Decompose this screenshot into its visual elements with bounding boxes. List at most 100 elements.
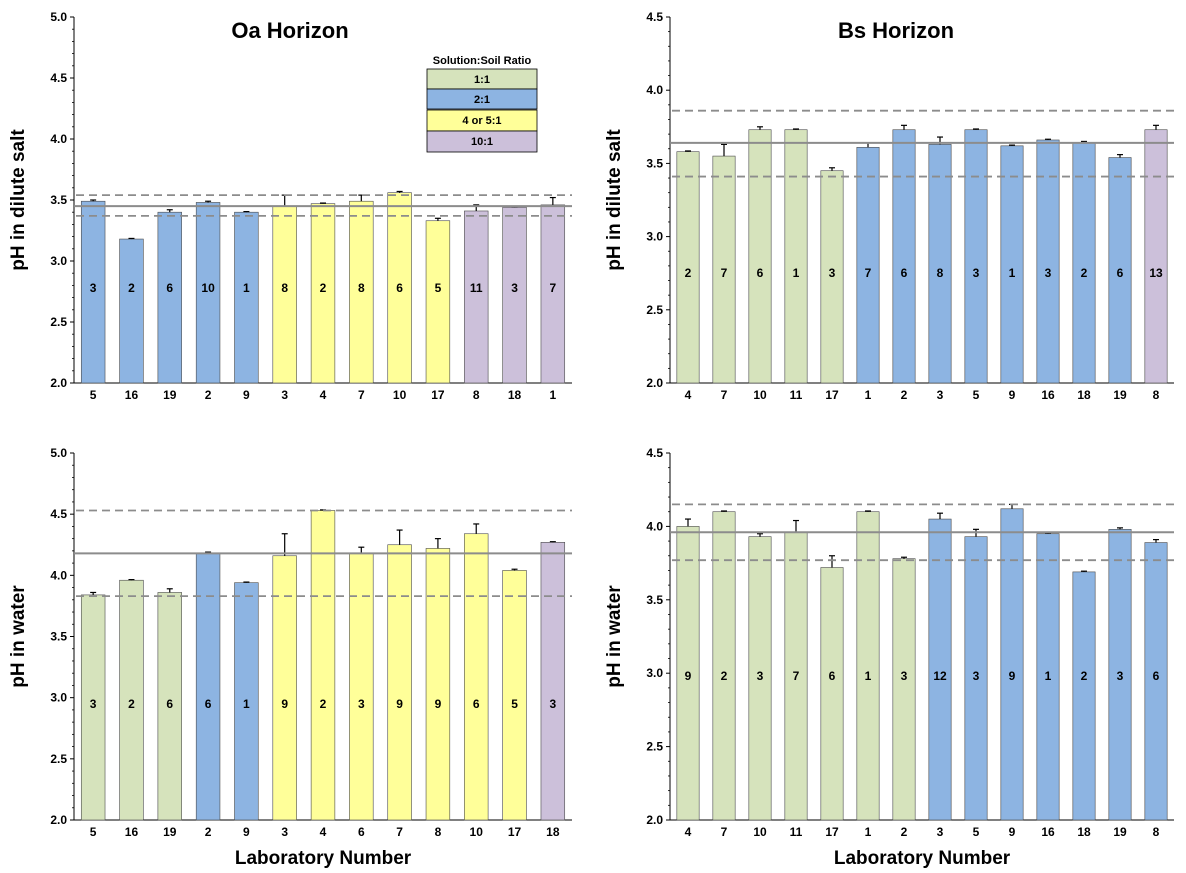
bar-count-label: 3 bbox=[1045, 266, 1052, 280]
y-tick-label: 2.5 bbox=[50, 315, 67, 329]
bar-count-label: 7 bbox=[793, 669, 800, 683]
bar bbox=[784, 129, 808, 384]
x-tick-label: 16 bbox=[125, 825, 139, 839]
x-tick-label: 6 bbox=[358, 825, 365, 839]
x-tick-label: 2 bbox=[901, 388, 908, 402]
bar-count-label: 11 bbox=[470, 281, 483, 295]
bar-count-label: 6 bbox=[396, 281, 403, 295]
x-tick-label: 10 bbox=[753, 388, 767, 402]
bar-count-label: 3 bbox=[550, 697, 557, 711]
legend-swatch-10-1 bbox=[426, 130, 538, 153]
bar-count-label: 3 bbox=[901, 669, 908, 683]
x-tick-label: 18 bbox=[1077, 388, 1091, 402]
bar-count-label: 9 bbox=[1009, 669, 1016, 683]
bar-count-label: 3 bbox=[1117, 669, 1124, 683]
legend-item-2-1: 2:1 bbox=[474, 94, 490, 106]
x-tick-label: 9 bbox=[243, 825, 250, 839]
bar bbox=[425, 220, 451, 384]
x-axis-title: Laboratory Number bbox=[834, 848, 1011, 869]
x-tick-label: 17 bbox=[508, 825, 522, 839]
y-tick-label: 2.5 bbox=[646, 303, 663, 317]
x-tick-label: 8 bbox=[435, 825, 442, 839]
bar-count-label: 3 bbox=[358, 697, 365, 711]
x-tick-label: 3 bbox=[937, 388, 944, 402]
y-axis-title: pH in water bbox=[8, 585, 29, 688]
legend-title: Solution:Soil Ratio bbox=[433, 55, 532, 67]
x-tick-label: 1 bbox=[550, 388, 557, 402]
y-tick-label: 3.0 bbox=[50, 254, 67, 268]
x-tick-label: 19 bbox=[1113, 825, 1127, 839]
bar bbox=[856, 511, 880, 821]
bar-count-label: 3 bbox=[90, 281, 97, 295]
bar-count-label: 1 bbox=[865, 669, 872, 683]
y-tick-label: 3.0 bbox=[50, 691, 67, 705]
panel-bs-dilute-salt: 2.02.53.03.54.04.52477610111317716283351… bbox=[604, 10, 1174, 402]
bar-count-label: 9 bbox=[435, 697, 442, 711]
x-tick-label: 10 bbox=[393, 388, 407, 402]
x-tick-label: 18 bbox=[508, 388, 522, 402]
bar bbox=[892, 558, 916, 821]
bar-count-label: 9 bbox=[281, 697, 288, 711]
y-tick-label: 2.0 bbox=[646, 376, 663, 390]
x-tick-label: 2 bbox=[901, 825, 908, 839]
bar-count-label: 3 bbox=[973, 669, 980, 683]
bar-count-label: 8 bbox=[358, 281, 365, 295]
panel-bs-water: 2.02.53.03.54.04.59427310711617113212335… bbox=[604, 446, 1174, 869]
legend-item-10-1: 10:1 bbox=[471, 136, 493, 148]
bar-count-label: 3 bbox=[90, 697, 97, 711]
bar-count-label: 6 bbox=[757, 266, 764, 280]
bar-count-label: 12 bbox=[933, 669, 947, 683]
bar-count-label: 8 bbox=[281, 281, 288, 295]
y-tick-label: 2.0 bbox=[50, 813, 67, 827]
bar-count-label: 6 bbox=[829, 669, 836, 683]
legend-item-1-1: 1:1 bbox=[474, 74, 490, 86]
bar bbox=[464, 533, 489, 821]
legend: Solution:Soil Ratio 1:1 2:1 4 or 5:1 10:… bbox=[426, 55, 538, 153]
bar-count-label: 2 bbox=[685, 266, 692, 280]
x-tick-label: 3 bbox=[281, 388, 288, 402]
x-tick-label: 16 bbox=[1041, 388, 1055, 402]
bar bbox=[540, 542, 566, 821]
chart-title: Bs Horizon bbox=[838, 18, 954, 43]
x-tick-label: 18 bbox=[1077, 825, 1091, 839]
x-tick-label: 17 bbox=[431, 388, 445, 402]
chart-title: Oa Horizon bbox=[231, 18, 348, 43]
bar bbox=[157, 211, 182, 384]
bar bbox=[464, 210, 489, 384]
bar bbox=[1000, 508, 1024, 821]
bar bbox=[748, 129, 772, 384]
x-tick-label: 9 bbox=[243, 388, 250, 402]
x-tick-label: 2 bbox=[205, 388, 212, 402]
bar-count-label: 2 bbox=[1081, 266, 1088, 280]
panel-oa-dilute-salt: 2.02.53.03.54.04.55.03521661910219832487… bbox=[8, 10, 572, 402]
x-tick-label: 9 bbox=[1009, 388, 1016, 402]
bar-count-label: 9 bbox=[396, 697, 403, 711]
x-tick-label: 19 bbox=[163, 825, 177, 839]
bar-count-label: 1 bbox=[1045, 669, 1052, 683]
legend-swatch-2-1 bbox=[426, 88, 538, 110]
x-tick-label: 18 bbox=[546, 825, 560, 839]
bar-count-label: 2 bbox=[320, 697, 327, 711]
bar-count-label: 8 bbox=[937, 266, 944, 280]
bar-count-label: 7 bbox=[550, 281, 557, 295]
bar-count-label: 7 bbox=[721, 266, 728, 280]
bar-count-label: 6 bbox=[205, 697, 212, 711]
y-tick-label: 3.0 bbox=[646, 230, 663, 244]
x-tick-label: 1 bbox=[865, 388, 872, 402]
bar bbox=[1144, 129, 1168, 384]
x-tick-label: 5 bbox=[973, 388, 980, 402]
x-tick-label: 16 bbox=[1041, 825, 1055, 839]
bar bbox=[234, 211, 259, 384]
panel-oa-water: 2.02.53.03.54.04.55.03521661962199324369… bbox=[8, 446, 572, 869]
bar-count-label: 3 bbox=[511, 281, 518, 295]
bar-count-label: 3 bbox=[973, 266, 980, 280]
y-tick-label: 4.0 bbox=[50, 132, 67, 146]
x-tick-label: 17 bbox=[825, 388, 839, 402]
bar bbox=[502, 570, 527, 821]
bar-count-label: 6 bbox=[901, 266, 908, 280]
bar-count-label: 2 bbox=[320, 281, 327, 295]
x-tick-label: 5 bbox=[90, 825, 97, 839]
x-tick-label: 9 bbox=[1009, 825, 1016, 839]
bar bbox=[928, 144, 952, 384]
bar-count-label: 1 bbox=[793, 266, 800, 280]
